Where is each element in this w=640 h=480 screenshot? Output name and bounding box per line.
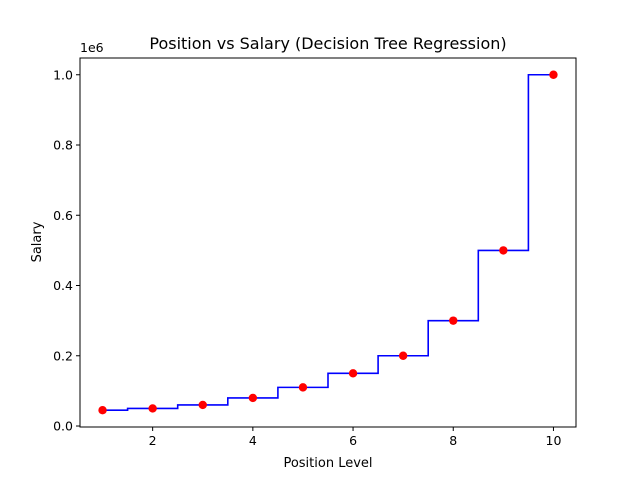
plot-area: 2 4 6 8 10 0.0 0.2 0.4 0.6 0.8 1.0: [53, 57, 577, 448]
data-point: [298, 383, 308, 392]
data-point: [449, 316, 458, 325]
data-point: [148, 404, 157, 413]
regression-step-line: [102, 73, 554, 412]
chart-title: Position vs Salary (Decision Tree Regres…: [149, 34, 506, 53]
data-point: [348, 369, 358, 378]
y-tick-label: 0.4: [53, 278, 73, 293]
x-axis-label: Position Level: [283, 456, 372, 471]
y-axis-offset-text: 1e6: [80, 40, 104, 55]
data-point: [98, 406, 107, 415]
x-tick-label: 6: [349, 433, 357, 448]
x-tick-label: 2: [149, 433, 157, 448]
y-tick-label: 0.0: [53, 419, 73, 434]
x-tick-label: 4: [249, 433, 257, 448]
y-tick-label: 0.6: [53, 208, 73, 223]
y-tick-label: 1.0: [53, 67, 73, 82]
y-tick-label: 0.2: [53, 348, 73, 363]
data-point: [499, 246, 508, 255]
data-point: [398, 351, 408, 360]
data-point: [198, 400, 207, 410]
y-axis-label: Salary: [30, 221, 45, 262]
plot-frame: [79, 57, 577, 428]
x-tick-label: 10: [546, 433, 562, 448]
x-tick-label: 8: [449, 433, 457, 448]
data-point: [549, 70, 558, 79]
y-tick-label: 0.8: [53, 138, 73, 153]
data-point: [248, 393, 258, 403]
